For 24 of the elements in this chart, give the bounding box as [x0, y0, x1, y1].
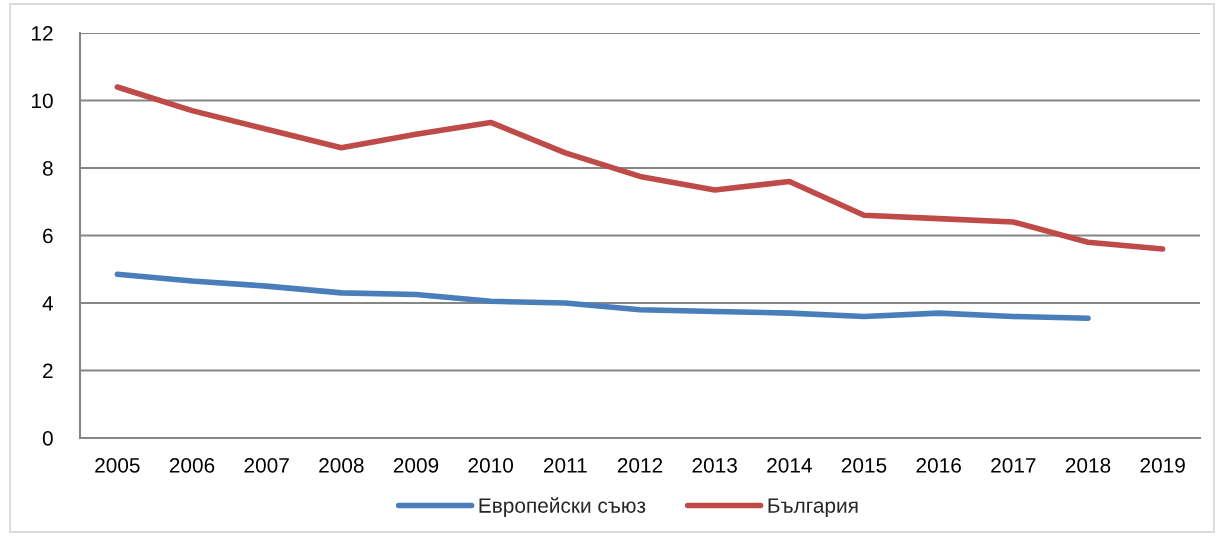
legend-label: България: [768, 498, 858, 518]
x-tick-label: 2008: [319, 457, 364, 473]
y-tick-label: 8: [42, 161, 53, 176]
x-tick-label: 2009: [393, 457, 439, 473]
x-tick-label: 2013: [692, 457, 737, 473]
y-tick-label: 2: [43, 363, 53, 379]
y-tick-label: 6: [43, 228, 53, 244]
y-tick-label: 12: [32, 26, 53, 41]
x-tick-label: 2015: [841, 457, 887, 473]
y-tick-label: 10: [32, 93, 53, 109]
x-tick-label: 2007: [244, 457, 289, 473]
y-tick-label: 0: [42, 431, 53, 446]
x-tick-label: 2019: [1140, 457, 1185, 473]
y-tick-label: 4: [42, 296, 53, 311]
x-tick-label: 2017: [991, 457, 1036, 473]
x-tick-label: 2005: [95, 457, 140, 473]
x-tick-label: 2014: [767, 457, 812, 473]
x-tick-label: 2011: [543, 457, 587, 473]
legend-label: Европейски съюз: [479, 497, 646, 518]
x-tick-label: 2012: [617, 457, 663, 473]
x-tick-label: 2010: [468, 457, 514, 473]
x-tick-label: 2016: [916, 457, 961, 473]
x-tick-label: 2006: [169, 457, 215, 473]
x-tick-label: 2018: [1065, 457, 1111, 473]
